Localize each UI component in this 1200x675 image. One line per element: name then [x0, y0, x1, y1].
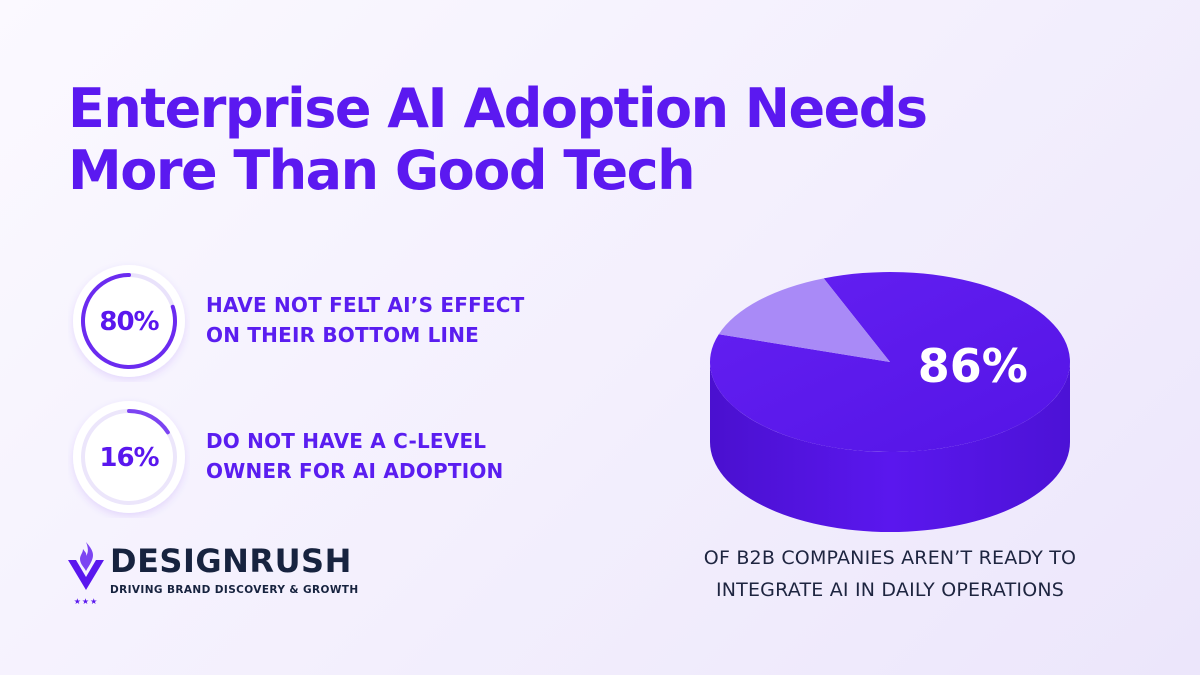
stat-label-line-2: OWNER FOR AI ADOPTION [206, 459, 504, 483]
stat-label: DO NOT HAVE A C-LEVEL OWNER FOR AI ADOPT… [206, 426, 504, 486]
ring-progress-arc [81, 273, 177, 369]
designrush-logo: ★★★ DESIGNRUSH DRIVING BRAND DISCOVERY &… [64, 538, 394, 608]
ring-background [73, 265, 185, 377]
ring-progress-arc [127, 409, 170, 435]
stat-value: 80% [99, 307, 159, 337]
progress-ring-16: 16% [73, 401, 185, 513]
stat-item-bottom-line: 80% HAVE NOT FELT AI’S EFFECT ON THEIR B… [68, 260, 568, 382]
pie-slice-side [710, 362, 1070, 532]
stat-label: HAVE NOT FELT AI’S EFFECT ON THEIR BOTTO… [206, 290, 525, 350]
caption-line-2: INTEGRATE AI IN DAILY OPERATIONS [715, 579, 1065, 601]
stat-value: 16% [99, 443, 159, 473]
pie-chart-svg: 86% [710, 272, 1070, 532]
ring-background [73, 401, 185, 513]
brand-tagline: DRIVING BRAND DISCOVERY & GROWTH [110, 584, 359, 596]
title-line-1: Enterprise AI Adoption Needs [68, 77, 928, 140]
stat-label-line-1: DO NOT HAVE A C-LEVEL [206, 429, 487, 453]
pie-slice-minor [718, 278, 890, 362]
title-line-2: More Than Good Tech [68, 139, 696, 202]
caption-line-1: OF B2B COMPANIES AREN’T READY TO [703, 547, 1077, 569]
chart-caption: OF B2B COMPANIES AREN’T READY TO INTEGRA… [620, 542, 1160, 606]
logo-stars: ★★★ [74, 597, 99, 606]
brand-name: DESIGNRUSH [110, 542, 352, 580]
pie-slice-label: 86% [918, 339, 1028, 393]
stat-label-line-2: ON THEIR BOTTOM LINE [206, 323, 479, 347]
stat-label-line-1: HAVE NOT FELT AI’S EFFECT [206, 293, 525, 317]
page-title: Enterprise AI Adoption Needs More Than G… [68, 77, 928, 202]
progress-ring-80: 80% [73, 265, 185, 377]
stat-item-c-level-owner: 16% DO NOT HAVE A C-LEVEL OWNER FOR AI A… [68, 396, 568, 518]
pie-chart: 86% [700, 262, 1080, 542]
designrush-flame-icon: ★★★ [68, 542, 104, 606]
